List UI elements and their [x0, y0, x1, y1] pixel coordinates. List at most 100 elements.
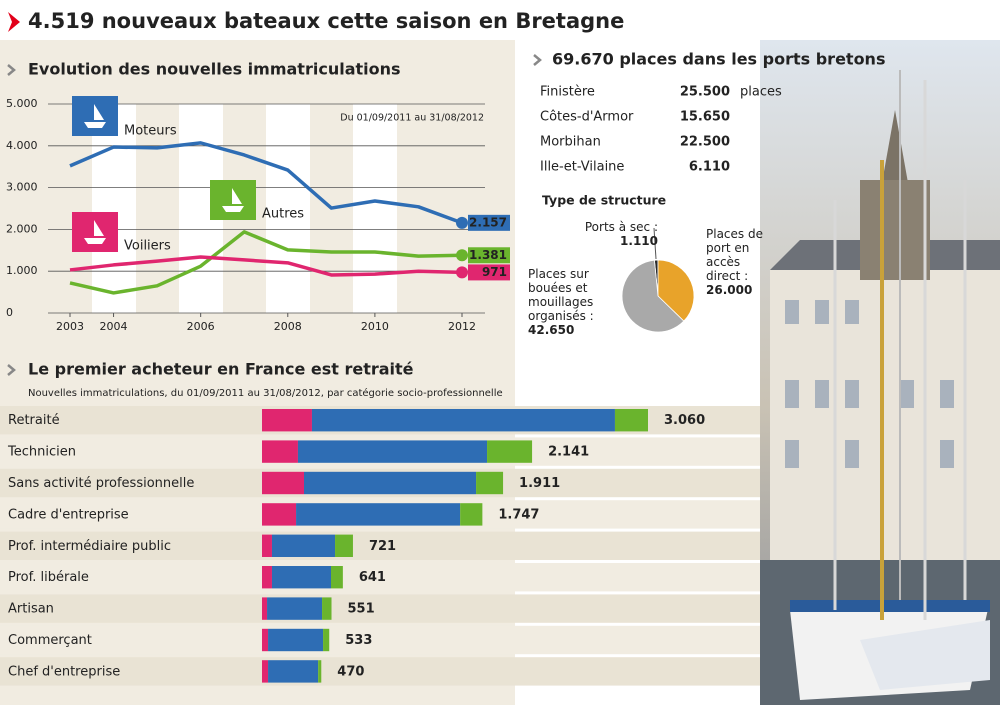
bar-segment [271, 566, 332, 589]
plot-stripe [353, 104, 397, 313]
category-label: Prof. libérale [8, 570, 89, 585]
x-tick-label: 2004 [100, 320, 128, 333]
bar-segment [267, 597, 323, 620]
bar-segment [262, 503, 297, 526]
x-tick-label: 2012 [448, 320, 476, 333]
bar-segment [476, 471, 504, 495]
x-tick-label: 2010 [361, 320, 389, 333]
chart-subtitle: Du 01/09/2011 au 31/08/2012 [340, 113, 484, 124]
end-point [456, 249, 468, 262]
row-bg [0, 657, 760, 686]
bar-segment [262, 440, 298, 463]
category-label: Prof. intermédiaire public [8, 539, 171, 554]
chart-title: Le premier acheteur en France est retrai… [28, 360, 414, 379]
category-label: Commerçant [8, 633, 92, 648]
legend-icon-shape [84, 220, 106, 244]
category-label: Sans activité professionnelle [8, 476, 194, 491]
bar-segment [614, 409, 648, 432]
section-arrow [7, 364, 16, 376]
series-line [69, 230, 463, 295]
bar-segment [304, 471, 477, 495]
legend-label: Autres [262, 207, 304, 222]
total-label: 533 [345, 633, 372, 648]
total-label: 2.141 [548, 445, 589, 460]
bar-segment [323, 628, 330, 652]
bar-segment [262, 597, 268, 620]
legend-icon-shape [222, 188, 244, 212]
pie-label: Ports à sec :1.110 [548, 220, 658, 248]
bar-segment [297, 440, 488, 463]
y-tick-label: 5.000 [6, 97, 38, 110]
bar-segment [262, 534, 272, 557]
total-label: 1.747 [498, 507, 539, 522]
legend-label: Voiliers [124, 239, 171, 254]
row-label: Ille-et-Vilaine [540, 160, 624, 175]
bar-segment [271, 534, 336, 557]
row-bg [0, 625, 760, 655]
value-label: 2.157 [469, 215, 507, 229]
slice-value: 1.110 [620, 234, 658, 248]
row-value: 6.110 [689, 160, 730, 175]
row-label: Côtes-d'Armor [540, 110, 634, 125]
end-point [456, 266, 468, 279]
bar-segment [262, 628, 269, 652]
plot-stripe [92, 104, 136, 313]
total-label: 551 [348, 602, 375, 617]
section-arrow [533, 54, 542, 66]
slice-name: Places de port en accès direct : [706, 227, 763, 283]
bar-segment [335, 534, 353, 557]
row-bg [0, 563, 760, 592]
y-tick-label: 4.000 [6, 139, 38, 152]
y-tick-label: 0 [6, 306, 13, 319]
bar-segment [318, 660, 322, 683]
series-line [69, 255, 463, 277]
legend-icon-shape [84, 104, 106, 128]
panel-bg [0, 40, 515, 705]
total-label: 641 [359, 570, 386, 585]
value-label: 971 [482, 265, 507, 279]
x-tick-label: 2008 [274, 320, 302, 333]
slice-name: Places sur bouées et mouillages organisé… [528, 267, 594, 323]
bar-segment [262, 566, 272, 589]
page-title: 4.519 nouveaux bateaux cette saison en B… [28, 9, 624, 33]
total-label: 3.060 [664, 413, 705, 428]
total-label: 1.911 [519, 476, 560, 491]
title-arrow [8, 12, 20, 32]
table-title: 69.670 places dans les ports bretons [552, 50, 885, 69]
chart-subtitle: Nouvelles immatriculations, du 01/09/201… [28, 387, 503, 399]
section-arrow [7, 64, 16, 76]
chart-title: Evolution des nouvelles immatriculations [28, 60, 401, 79]
category-label: Chef d'entreprise [8, 664, 120, 679]
pie-title: Type de structure [542, 193, 666, 208]
bar-segment [268, 628, 324, 652]
bar-segment [262, 409, 312, 432]
bar-segment [262, 471, 305, 495]
bar-segment [296, 503, 461, 526]
pie-slice [621, 259, 685, 333]
y-tick-label: 3.000 [6, 181, 38, 194]
category-label: Artisan [8, 602, 54, 617]
pie-label: Places de port en accès direct :26.000 [706, 227, 776, 297]
total-label: 470 [337, 664, 364, 679]
x-tick-label: 2003 [56, 320, 84, 333]
value-label: 1.381 [469, 248, 507, 262]
slice-value: 42.650 [528, 323, 575, 337]
total-label: 721 [369, 539, 396, 554]
row-bg [0, 594, 760, 623]
bar-segment [331, 566, 343, 589]
leader [653, 227, 657, 260]
slice-name: Ports à sec : [584, 220, 658, 234]
row-value: 22.500 [680, 135, 730, 150]
bar-segment [311, 409, 615, 432]
photo [760, 40, 1000, 705]
category-label: Retraité [8, 413, 60, 428]
x-tick-label: 2006 [187, 320, 215, 333]
slice-value: 26.000 [706, 283, 753, 297]
category-label: Technicien [7, 445, 76, 460]
value-label-bg [468, 214, 510, 231]
row-value: 25.500 [680, 85, 730, 100]
pie-slice [657, 259, 695, 322]
y-tick-label: 2.000 [6, 222, 38, 235]
bar-segment [262, 660, 269, 683]
